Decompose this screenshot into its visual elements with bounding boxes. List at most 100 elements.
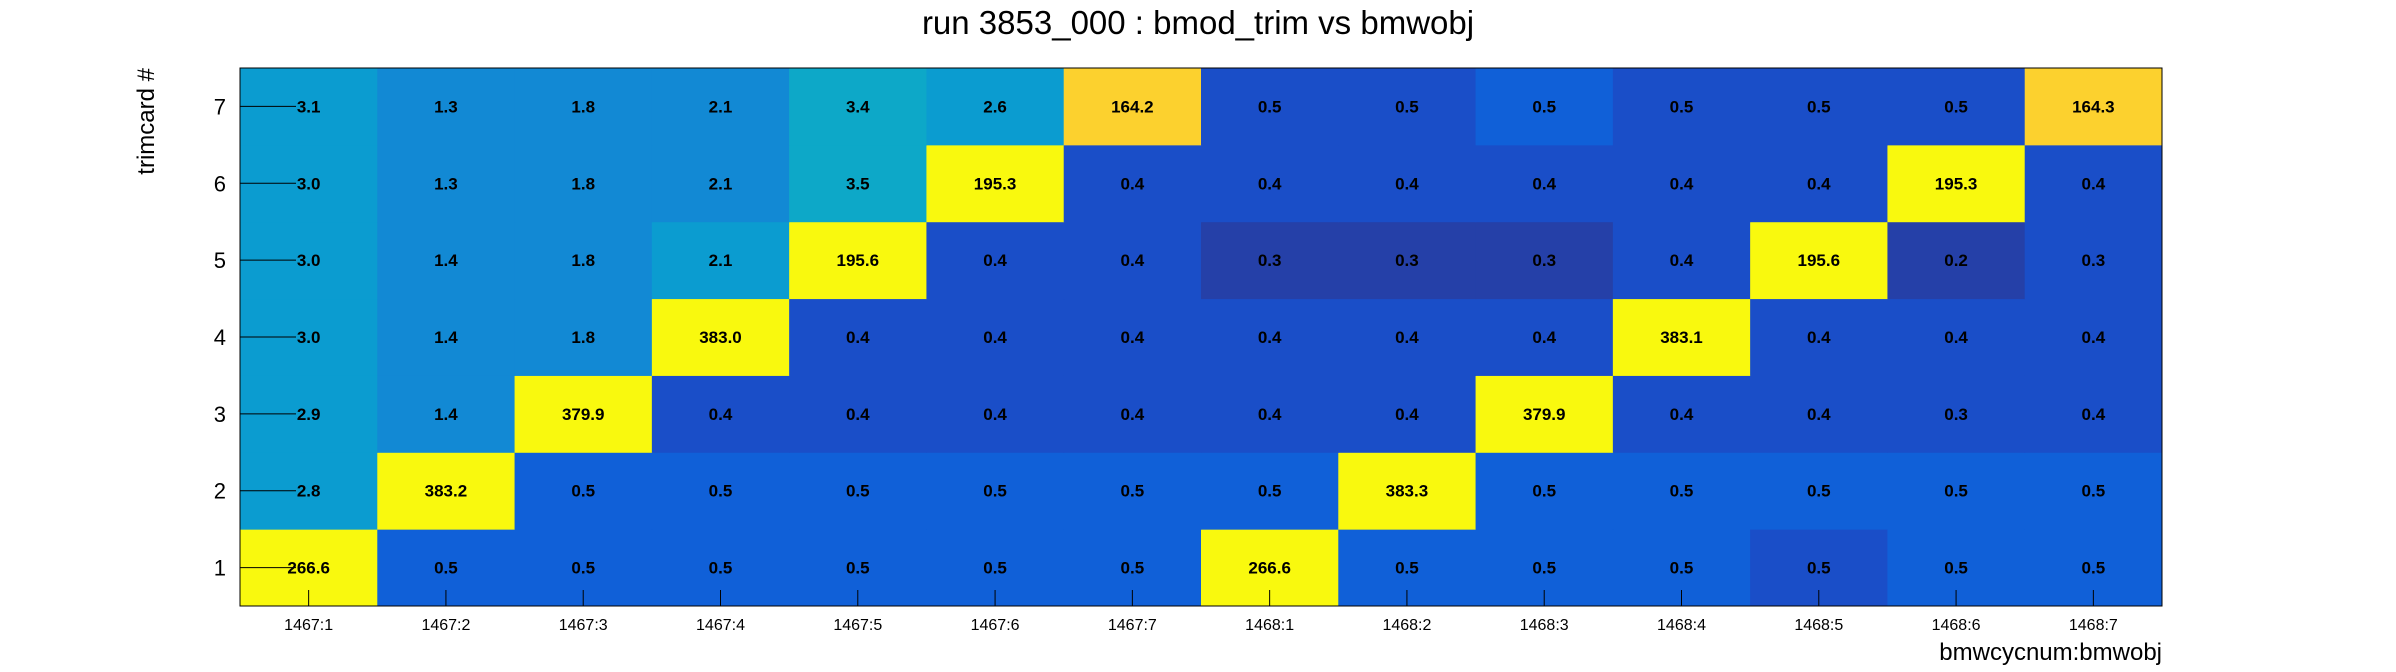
x-tick-label: 1467:2 <box>421 617 470 634</box>
cell-value-label: 0.4 <box>1670 251 1694 270</box>
cell-value-label: 2.9 <box>297 405 321 424</box>
cell-value-label: 0.3 <box>1258 251 1282 270</box>
cell-value-label: 0.4 <box>1258 174 1282 193</box>
heatmap-cell <box>377 298 516 376</box>
heatmap-cell <box>1750 221 1888 300</box>
cell-value-label: 0.5 <box>1670 482 1694 501</box>
y-tick-label: 5 <box>214 248 226 273</box>
cell-value-label: 0.4 <box>2082 328 2106 347</box>
cell-value-label: 0.5 <box>1670 97 1694 116</box>
chart-title: run 3853_000 : bmod_trim vs bmwobj <box>922 4 1474 41</box>
cell-value-label: 0.5 <box>1532 97 1556 116</box>
heatmap-cell <box>1201 298 1339 376</box>
heatmap-cell <box>789 375 927 453</box>
cell-value-label: 0.4 <box>2082 174 2106 193</box>
cell-value-label: 3.1 <box>297 97 321 116</box>
x-tick-label: 1468:7 <box>2069 617 2118 634</box>
heatmap-cell <box>1201 452 1339 530</box>
cell-value-label: 0.4 <box>983 405 1007 424</box>
cell-value-label: 0.5 <box>1807 559 1831 578</box>
heatmap-cell <box>514 298 653 376</box>
cell-value-label: 3.0 <box>297 251 321 270</box>
cell-value-label: 0.4 <box>2082 405 2106 424</box>
cell-value-label: 0.3 <box>1944 405 1968 424</box>
heatmap-cell <box>1063 375 1202 453</box>
heatmap-cell <box>789 298 927 376</box>
heatmap-cell <box>2024 68 2163 146</box>
cell-value-label: 3.0 <box>297 174 321 193</box>
cell-value-label: 195.6 <box>837 251 880 270</box>
cell-value-label: 0.5 <box>709 482 733 501</box>
cell-value-label: 0.5 <box>1670 559 1694 578</box>
heatmap-cell <box>1887 298 2026 376</box>
heatmap-cell <box>1338 68 1477 146</box>
heatmap-cell <box>2024 144 2163 223</box>
cell-value-label: 0.4 <box>1395 405 1419 424</box>
heatmap-cell <box>1201 375 1339 453</box>
cell-value-label: 0.5 <box>1944 482 1968 501</box>
x-tick-label: 1467:6 <box>971 617 1020 634</box>
cell-value-label: 379.9 <box>1523 405 1566 424</box>
cell-value-label: 0.5 <box>571 559 595 578</box>
cell-value-label: 0.5 <box>2082 482 2106 501</box>
heatmap-cell <box>926 144 1065 223</box>
cell-value-label: 383.2 <box>425 482 468 501</box>
heatmap-cell <box>789 221 927 300</box>
cell-value-label: 0.4 <box>1258 328 1282 347</box>
heatmap-cell <box>926 68 1065 146</box>
cell-value-label: 0.4 <box>846 405 870 424</box>
heatmap-cell <box>651 221 790 300</box>
axes: 1 2 3 4 5 6 7 1467:1 1467:2 1467:3 1467:4 1467:5 146… <box>214 67 2163 634</box>
heatmap-cell <box>1887 68 2026 146</box>
cell-value-label: 1.3 <box>434 174 458 193</box>
cell-value-label: 0.5 <box>1532 559 1556 578</box>
heatmap-cell <box>514 375 653 453</box>
cell-value-label: 3.0 <box>297 328 321 347</box>
heatmap-cell <box>1887 452 2026 530</box>
heatmap-cell <box>1063 298 1202 376</box>
heatmap-cell <box>926 298 1065 376</box>
heatmap-cell <box>514 452 653 530</box>
cell-value-label: 1.8 <box>571 97 595 116</box>
heatmap-cell <box>1750 68 1888 146</box>
cell-value-labels: 266.6 0.5 0.5 0.5 0.5 0.5 0.5 266.6 0.5 0.5 0.5 0.5… <box>287 97 2114 577</box>
heatmap-cell <box>2024 298 2163 376</box>
heatmap-cell <box>1201 144 1339 223</box>
cell-value-label: 0.4 <box>1532 328 1556 347</box>
heatmap-cell <box>1475 375 1614 453</box>
x-tick-label: 1468:6 <box>1932 617 1981 634</box>
cell-value-label: 3.5 <box>846 174 870 193</box>
cell-value-label: 0.5 <box>1121 559 1145 578</box>
heatmap-cell <box>1750 375 1888 453</box>
heatmap-cell <box>2024 375 2163 453</box>
heatmap-cell <box>1475 144 1614 223</box>
cell-value-label: 3.4 <box>846 97 870 116</box>
heatmap-cell <box>2024 221 2163 300</box>
y-tick-label: 6 <box>214 171 226 196</box>
cell-value-label: 2.8 <box>297 482 321 501</box>
cell-value-label: 383.0 <box>699 328 742 347</box>
cell-value-label: 0.3 <box>2082 251 2106 270</box>
heatmap-cell <box>1338 452 1477 530</box>
heatmap-cell <box>377 452 516 530</box>
cell-value-label: 266.6 <box>1248 559 1291 578</box>
cell-value-label: 0.4 <box>1670 405 1694 424</box>
y-tick-label: 2 <box>214 479 226 504</box>
heatmap-cell <box>1750 298 1888 376</box>
cell-value-label: 1.4 <box>434 328 458 347</box>
heatmap-cell <box>1612 452 1751 530</box>
x-tick-label: 1467:3 <box>559 617 608 634</box>
cell-value-label: 0.5 <box>1258 482 1282 501</box>
cell-value-label: 0.2 <box>1944 251 1968 270</box>
cell-value-label: 0.4 <box>1121 405 1145 424</box>
x-tick-label: 1467:1 <box>284 617 333 634</box>
cell-value-label: 0.5 <box>1258 97 1282 116</box>
cell-value-label: 195.3 <box>974 174 1017 193</box>
heatmap-cell <box>651 68 790 146</box>
x-tick-label: 1468:1 <box>1245 617 1294 634</box>
cell-value-label: 195.3 <box>1935 174 1978 193</box>
heatmap-cell <box>926 221 1065 300</box>
cell-value-label: 1.8 <box>571 251 595 270</box>
heatmap-cell <box>1887 375 2026 453</box>
